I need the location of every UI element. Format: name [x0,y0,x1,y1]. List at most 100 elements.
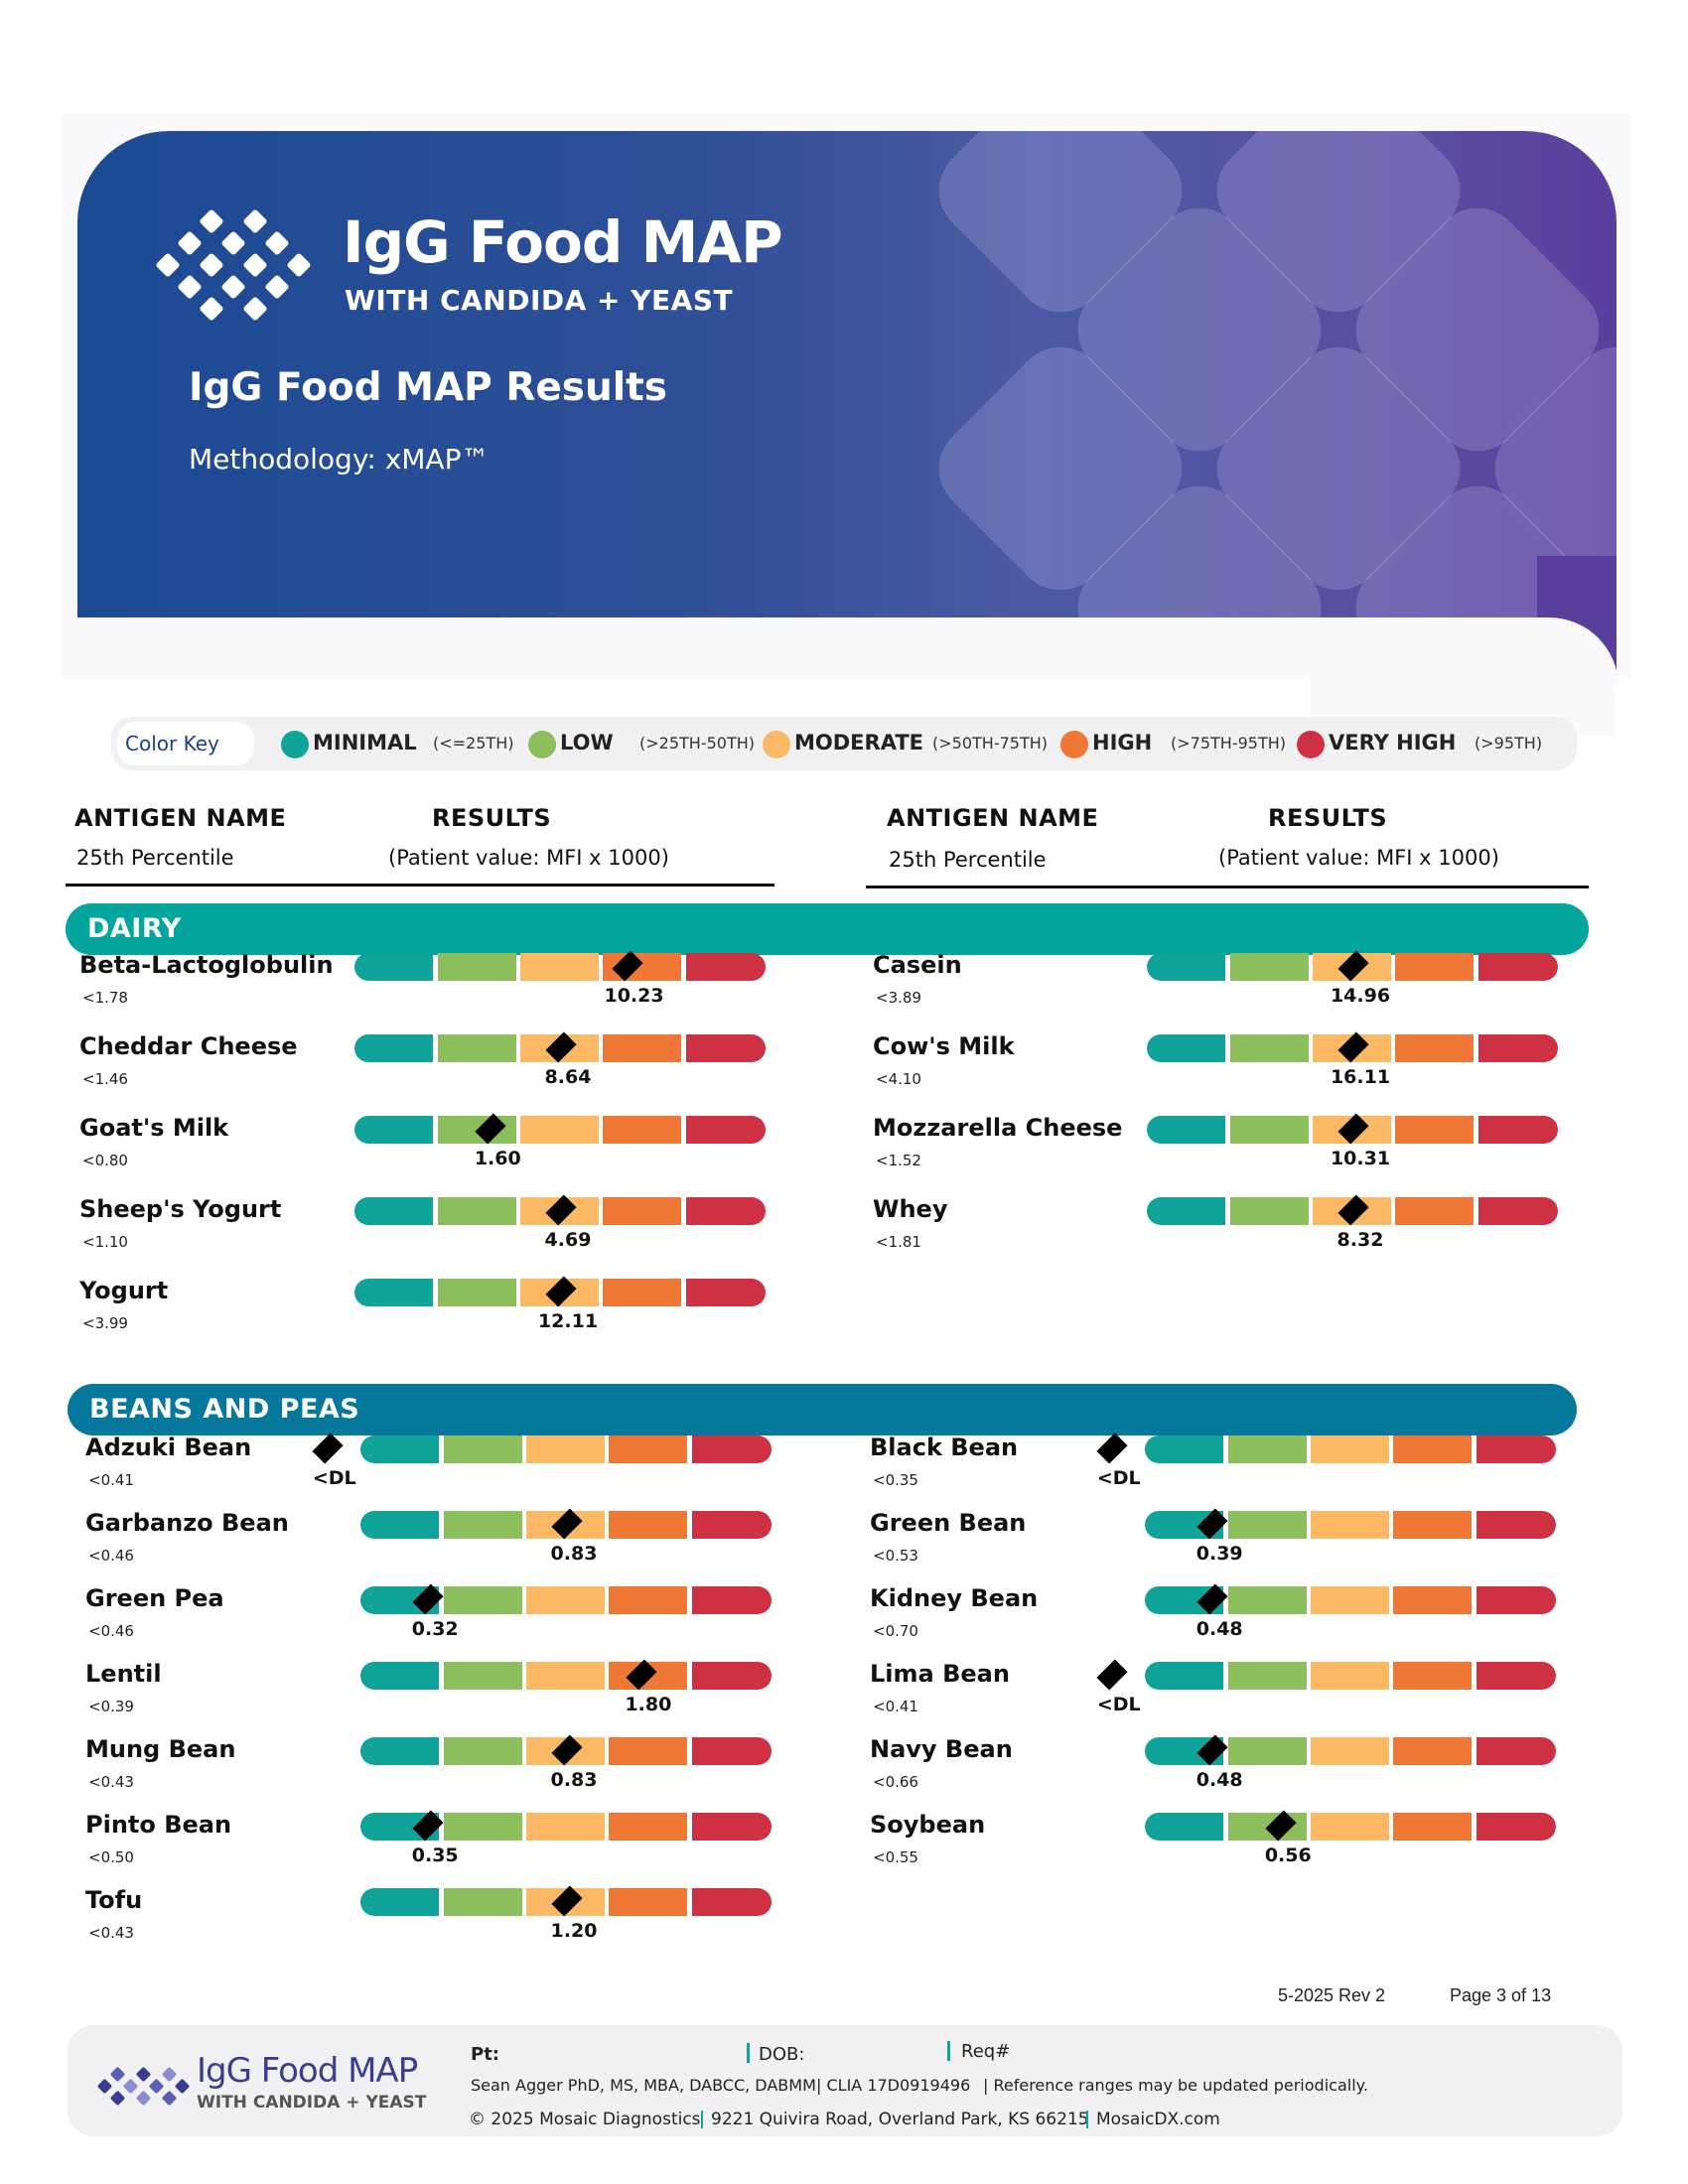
result-value: 0.56 [1264,1844,1312,1866]
percentile-value: <0.55 [873,1848,918,1866]
percentile-value: <0.53 [873,1547,918,1565]
percentile-header-left: 25th Percentile [76,846,234,870]
result-marker-icon [1096,1433,1128,1464]
reference-notice: | Reference ranges may be updated period… [983,2076,1368,2095]
percentile-value: <0.43 [88,1924,134,1942]
bar-segment [1477,1737,1556,1765]
percentile-value: <4.10 [876,1070,921,1088]
antigen-name: Green Bean [870,1509,1027,1537]
bar-segment [603,1116,681,1144]
req-label: Req# [961,2041,1011,2062]
antigen-name: Cow's Milk [873,1032,1015,1060]
address: 9221 Quivira Road, Overland Park, KS 662… [711,2110,1089,2129]
bar-segment [1230,1116,1309,1144]
bar-segment [360,1435,439,1463]
result-bar [354,1031,766,1063]
bar-segment [444,1737,522,1765]
bar-segment [1228,1737,1307,1765]
antigen-name: Green Pea [85,1584,224,1612]
result-bar [1147,1031,1558,1063]
results-sub-header-left: (Patient value: MFI x 1000) [388,846,669,870]
bar-segment [526,1662,605,1690]
req-separator [947,2041,950,2061]
bar-segment [1393,1813,1472,1841]
result-value: 0.83 [550,1769,598,1791]
section-header: BEANS AND PEAS [68,1384,1577,1435]
low-dot-icon [528,731,556,758]
bar-segment [444,1435,522,1463]
bar-segment [1393,1586,1472,1614]
bar-segment [1147,953,1225,981]
antigen-name: Lima Bean [870,1660,1010,1688]
bar-segment [1478,1116,1558,1144]
bar-segment [1228,1511,1307,1539]
bar-segment [1230,1034,1309,1062]
bar-segment [609,1586,687,1614]
percentile-value: <0.46 [88,1622,134,1640]
result-value: <DL [1096,1694,1141,1715]
antigen-name: Goat's Milk [79,1114,229,1142]
page-number: Page 3 of 13 [1450,1985,1552,2005]
website-link[interactable]: MosaicDX.com [1096,2110,1220,2129]
key-name-very-high: VERY HIGH [1329,731,1457,754]
result-value: 0.35 [411,1844,459,1866]
key-name-high: HIGH [1092,731,1153,754]
page-title: IgG Food MAP Results [189,365,667,410]
bar-segment [692,1737,772,1765]
result-bar [1145,1734,1556,1766]
bar-segment [1147,1116,1225,1144]
key-name-minimal: MINIMAL [313,731,417,754]
bar-segment [1477,1662,1556,1690]
bar-segment [1477,1511,1556,1539]
website-separator [1086,2111,1088,2128]
result-marker-icon [312,1433,344,1464]
antigen-name: Navy Bean [870,1735,1013,1763]
bar-segment [603,1034,681,1062]
bar-segment [360,1888,439,1916]
bar-segment [609,1511,687,1539]
bar-segment [1311,1737,1389,1765]
result-bar [1145,1810,1556,1842]
moderate-dot-icon [763,731,790,758]
key-range-low: (>25TH-50TH) [639,734,755,752]
antigen-name: Lentil [85,1660,162,1688]
bar-segment [360,1737,439,1765]
footer-logo-mark-icon [96,2061,191,2115]
bar-segment [686,1034,766,1062]
bar-segment [692,1586,772,1614]
result-bar [360,1885,772,1917]
result-value: 1.60 [474,1148,521,1169]
bar-segment [603,1197,681,1225]
antigen-name: Garbanzo Bean [85,1509,289,1537]
bar-segment [360,1662,439,1690]
result-bar [1096,1659,1556,1691]
very-high-dot-icon [1297,731,1325,758]
bar-segment [686,1197,766,1225]
header-rule-left [66,884,774,887]
result-value: 10.31 [1330,1148,1391,1169]
antigen-name: Mozzarella Cheese [873,1114,1123,1142]
bar-segment [520,953,599,981]
result-bar [1096,1433,1556,1464]
key-range-high: (>75TH-95TH) [1171,734,1286,752]
bar-segment [1230,1197,1309,1225]
result-value: 10.23 [604,985,664,1007]
antigen-name: Sheep's Yogurt [79,1195,282,1223]
bar-segment [609,1737,687,1765]
antigen-name: Adzuki Bean [85,1433,252,1461]
bar-segment [1228,1435,1307,1463]
bar-segment [360,1511,439,1539]
result-bar [360,1508,772,1540]
bar-segment [1395,953,1474,981]
results-header-right: RESULTS [1268,804,1388,832]
bar-segment [1477,1813,1556,1841]
antigen-name: Yogurt [79,1277,169,1304]
bar-segment [1477,1586,1556,1614]
antigen-name: Kidney Bean [870,1584,1039,1612]
bar-segment [1311,1662,1389,1690]
percentile-value: <0.41 [873,1698,918,1715]
result-bar [360,1583,772,1615]
high-dot-icon [1060,731,1088,758]
header-rule-right [866,886,1589,888]
bar-segment [1145,1813,1223,1841]
